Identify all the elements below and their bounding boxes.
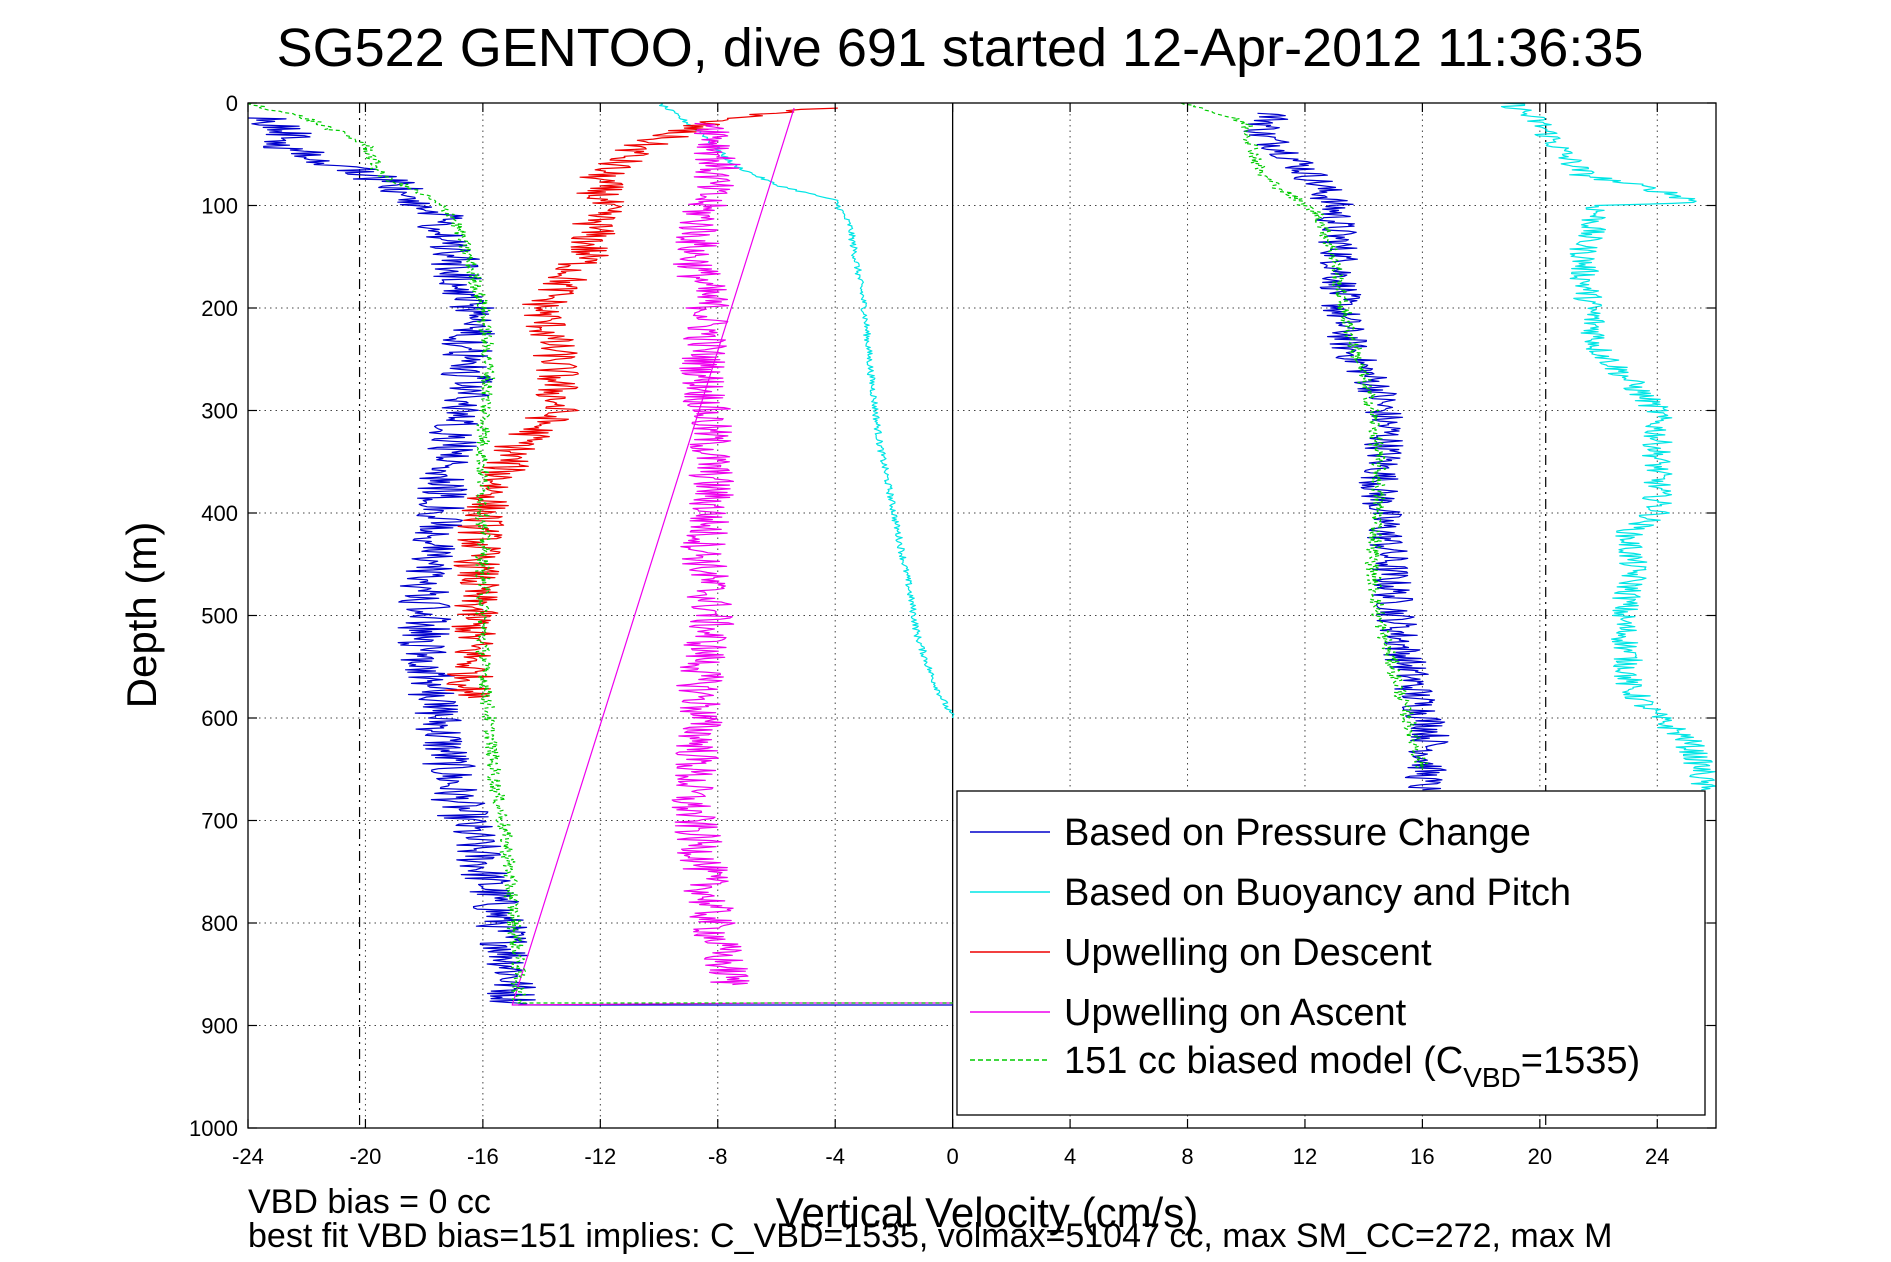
x-tick-label: -8 [708, 1144, 728, 1169]
y-tick-label: 100 [201, 194, 238, 219]
chart-title: SG522 GENTOO, dive 691 started 12-Apr-20… [277, 18, 1644, 78]
series-line [511, 107, 953, 1006]
y-tick-label: 900 [201, 1014, 238, 1039]
y-tick-label: 400 [201, 501, 238, 526]
series-line [671, 122, 750, 986]
vbd-bias-annotation: VBD bias = 0 cc [248, 1183, 491, 1221]
y-tick-label: 300 [201, 399, 238, 424]
series-layer [248, 103, 1716, 1006]
x-axis-ticks: -24 -20 -16 -12 -8 -4 0 4 8 12 16 20 24 [232, 103, 1670, 1169]
y-tick-label: 800 [201, 911, 238, 936]
x-tick-label: -20 [350, 1144, 382, 1169]
x-tick-label: -16 [467, 1144, 499, 1169]
vbd-reference-lines [358, 103, 1547, 1128]
series-line [445, 107, 838, 699]
x-tick-label: 20 [1528, 1144, 1552, 1169]
legend-label: Based on Buoyancy and Pitch [1064, 872, 1571, 914]
x-tick-label: -24 [232, 1144, 264, 1169]
y-tick-label: 500 [201, 604, 238, 629]
legend-label-tail: =1535) [1521, 1040, 1640, 1082]
y-tick-label: 700 [201, 809, 238, 834]
y-axis-ticks: 0 100 200 300 400 500 600 700 800 900 1000 [189, 91, 1716, 1141]
x-axis-label: Vertical Velocity (cm/s) [776, 1189, 1198, 1236]
legend: Based on Pressure Change Based on Buoyanc… [956, 790, 1706, 1116]
y-tick-label: 1000 [189, 1116, 238, 1141]
x-tick-label: 24 [1645, 1144, 1669, 1169]
y-tick-label: 200 [201, 296, 238, 321]
x-tick-label: 0 [947, 1144, 959, 1169]
y-tick-label: 600 [201, 706, 238, 731]
x-tick-label: 16 [1410, 1144, 1434, 1169]
x-tick-label: 12 [1293, 1144, 1317, 1169]
y-tick-label: 0 [226, 91, 238, 116]
best-fit-annotation: best fit VBD bias=151 implies: C_VBD=153… [248, 1217, 1613, 1255]
series-line [1243, 112, 1450, 791]
y-axis-label: Depth (m) [118, 522, 165, 709]
series-line [658, 103, 955, 719]
legend-label: 151 cc biased model (CVBD=1535) [1064, 1040, 1640, 1093]
legend-box [956, 790, 1706, 1116]
legend-label-main: 151 cc biased model (C [1064, 1040, 1463, 1082]
x-tick-label: -12 [584, 1144, 616, 1169]
x-tick-label: 8 [1181, 1144, 1193, 1169]
x-tick-label: -4 [825, 1144, 845, 1169]
legend-label: Upwelling on Ascent [1064, 992, 1407, 1034]
legend-items: Based on Pressure Change Based on Buoyanc… [970, 812, 1640, 1093]
legend-label: Based on Pressure Change [1064, 812, 1531, 854]
legend-label-subscript: VBD [1463, 1062, 1521, 1093]
legend-label: Upwelling on Descent [1064, 932, 1432, 974]
series-line [1500, 103, 1716, 791]
series-line [248, 117, 953, 1006]
x-tick-label: 4 [1064, 1144, 1076, 1169]
